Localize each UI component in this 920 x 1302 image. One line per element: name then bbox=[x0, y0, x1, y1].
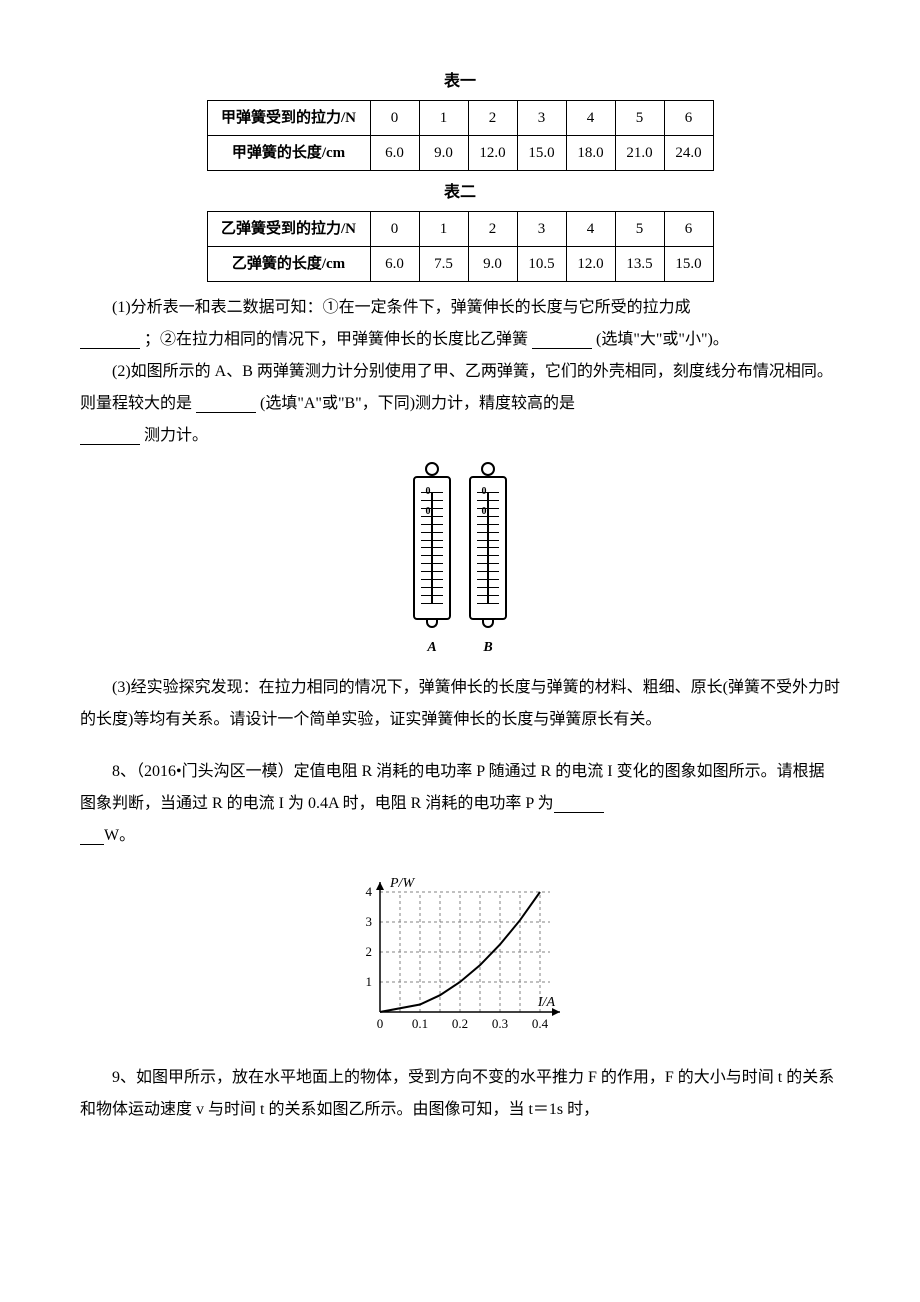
blank-5 bbox=[554, 796, 604, 813]
q8-para: 8、（2016•门头沟区一模）定值电阻 R 消耗的电功率 P 随通过 R 的电流… bbox=[80, 756, 840, 820]
table2-caption: 表二 bbox=[444, 177, 476, 209]
q2-text-c: 测力计。 bbox=[144, 427, 208, 444]
blank-3 bbox=[196, 396, 256, 413]
table1-r0-v2: 2 bbox=[468, 101, 517, 136]
svg-text:0.1: 0.1 bbox=[412, 1016, 428, 1031]
spring-meter-b: 0 0 B bbox=[469, 462, 507, 662]
table1-r1-header: 甲弹簧的长度/cm bbox=[207, 136, 370, 171]
table1-r1-v6: 24.0 bbox=[664, 136, 713, 171]
q2-text-b: (选填"A"或"B"，下同)测力计，精度较高的是 bbox=[260, 395, 575, 412]
table2-r0-header: 乙弹簧受到的拉力/N bbox=[207, 212, 370, 247]
blank-4 bbox=[80, 428, 140, 445]
table-row: 乙弹簧的长度/cm 6.0 7.5 9.0 10.5 12.0 13.5 15.… bbox=[207, 247, 713, 282]
spring-meter-a: 0 0 A bbox=[413, 462, 451, 662]
table2-r1-header: 乙弹簧的长度/cm bbox=[207, 247, 370, 282]
q1-text-c: (选填"大"或"小")。 bbox=[596, 331, 729, 348]
q1-para: (1)分析表一和表二数据可知：①在一定条件下，弹簧伸长的长度与它所受的拉力成 bbox=[80, 292, 840, 324]
q1-line2: ；②在拉力相同的情况下，甲弹簧伸长的长度比乙弹簧 (选填"大"或"小")。 bbox=[80, 324, 840, 356]
q1-text-b: ；②在拉力相同的情况下，甲弹簧伸长的长度比乙弹簧 bbox=[144, 331, 528, 348]
svg-text:0.4: 0.4 bbox=[532, 1016, 549, 1031]
table1-r0-v0: 0 bbox=[370, 101, 419, 136]
ring-icon bbox=[425, 462, 439, 476]
svg-text:0.2: 0.2 bbox=[452, 1016, 468, 1031]
svg-text:1: 1 bbox=[366, 974, 373, 989]
table1-r1-v0: 6.0 bbox=[370, 136, 419, 171]
table2-r1-v3: 10.5 bbox=[517, 247, 566, 282]
spring-a-label: A bbox=[427, 634, 436, 662]
table2-r1-v1: 7.5 bbox=[419, 247, 468, 282]
table-row: 甲弹簧的长度/cm 6.0 9.0 12.0 15.0 18.0 21.0 24… bbox=[207, 136, 713, 171]
table1: 甲弹簧受到的拉力/N 0 1 2 3 4 5 6 甲弹簧的长度/cm 6.0 9… bbox=[207, 100, 714, 171]
q8-text-b: W。 bbox=[104, 827, 135, 844]
table2-r0-v5: 5 bbox=[615, 212, 664, 247]
table1-wrap: 表一 甲弹簧受到的拉力/N 0 1 2 3 4 5 6 甲弹簧的长度/cm 6.… bbox=[80, 60, 840, 282]
svg-text:3: 3 bbox=[366, 914, 373, 929]
table1-r1-v3: 15.0 bbox=[517, 136, 566, 171]
q2-line2: 测力计。 bbox=[80, 420, 840, 452]
table1-r0-v3: 3 bbox=[517, 101, 566, 136]
pi-chart: 1 2 3 4 0 0.1 0.2 0.3 0.4 P/W I/A bbox=[340, 862, 580, 1042]
svg-text:4: 4 bbox=[366, 884, 373, 899]
table1-r0-v5: 5 bbox=[615, 101, 664, 136]
table2-r0-v3: 3 bbox=[517, 212, 566, 247]
svg-text:0: 0 bbox=[377, 1016, 384, 1031]
q3-para: (3)经实验探究发现：在拉力相同的情况下，弹簧伸长的长度与弹簧的材料、粗细、原长… bbox=[80, 672, 840, 736]
spring-b-label: B bbox=[483, 634, 492, 662]
pi-chart-svg: 1 2 3 4 0 0.1 0.2 0.3 0.4 P/W I/A bbox=[340, 862, 580, 1042]
table1-r1-v5: 21.0 bbox=[615, 136, 664, 171]
blank-6 bbox=[80, 828, 104, 845]
q8-line2: W。 bbox=[80, 820, 840, 852]
q1-text-a: (1)分析表一和表二数据可知：①在一定条件下，弹簧伸长的长度与它所受的拉力成 bbox=[112, 299, 691, 316]
svg-text:I/A: I/A bbox=[537, 995, 556, 1010]
table2-r0-v2: 2 bbox=[468, 212, 517, 247]
blank-2 bbox=[532, 332, 592, 349]
table2-r0-v4: 4 bbox=[566, 212, 615, 247]
table2-r1-v0: 6.0 bbox=[370, 247, 419, 282]
table1-r1-v1: 9.0 bbox=[419, 136, 468, 171]
table-row: 乙弹簧受到的拉力/N 0 1 2 3 4 5 6 bbox=[207, 212, 713, 247]
table2-r0-v0: 0 bbox=[370, 212, 419, 247]
q9-para: 9、如图甲所示，放在水平地面上的物体，受到方向不变的水平推力 F 的作用，F 的… bbox=[80, 1062, 840, 1126]
table1-r0-v6: 6 bbox=[664, 101, 713, 136]
table2-r0-v1: 1 bbox=[419, 212, 468, 247]
table2-r1-v4: 12.0 bbox=[566, 247, 615, 282]
table1-r0-v4: 4 bbox=[566, 101, 615, 136]
table2: 乙弹簧受到的拉力/N 0 1 2 3 4 5 6 乙弹簧的长度/cm 6.0 7… bbox=[207, 211, 714, 282]
ring-icon bbox=[481, 462, 495, 476]
table2-r1-v5: 13.5 bbox=[615, 247, 664, 282]
table1-r0-v1: 1 bbox=[419, 101, 468, 136]
pi-chart-wrap: 1 2 3 4 0 0.1 0.2 0.3 0.4 P/W I/A bbox=[80, 862, 840, 1042]
table-row: 甲弹簧受到的拉力/N 0 1 2 3 4 5 6 bbox=[207, 101, 713, 136]
table2-r0-v6: 6 bbox=[664, 212, 713, 247]
table2-r1-v2: 9.0 bbox=[468, 247, 517, 282]
blank-1 bbox=[80, 332, 140, 349]
table1-r1-v2: 12.0 bbox=[468, 136, 517, 171]
table2-r1-v6: 15.0 bbox=[664, 247, 713, 282]
svg-text:2: 2 bbox=[366, 944, 373, 959]
q8-text-a: 8、（2016•门头沟区一模）定值电阻 R 消耗的电功率 P 随通过 R 的电流… bbox=[80, 763, 825, 812]
table1-r0-header: 甲弹簧受到的拉力/N bbox=[207, 101, 370, 136]
spring-figure: 0 0 A 0 0 B bbox=[80, 462, 840, 662]
table1-r1-v4: 18.0 bbox=[566, 136, 615, 171]
table1-caption: 表一 bbox=[444, 66, 476, 98]
svg-text:0.3: 0.3 bbox=[492, 1016, 508, 1031]
q2-para: (2)如图所示的 A、B 两弹簧测力计分别使用了甲、乙两弹簧，它们的外壳相同，刻… bbox=[80, 356, 840, 420]
svg-text:P/W: P/W bbox=[389, 876, 415, 891]
